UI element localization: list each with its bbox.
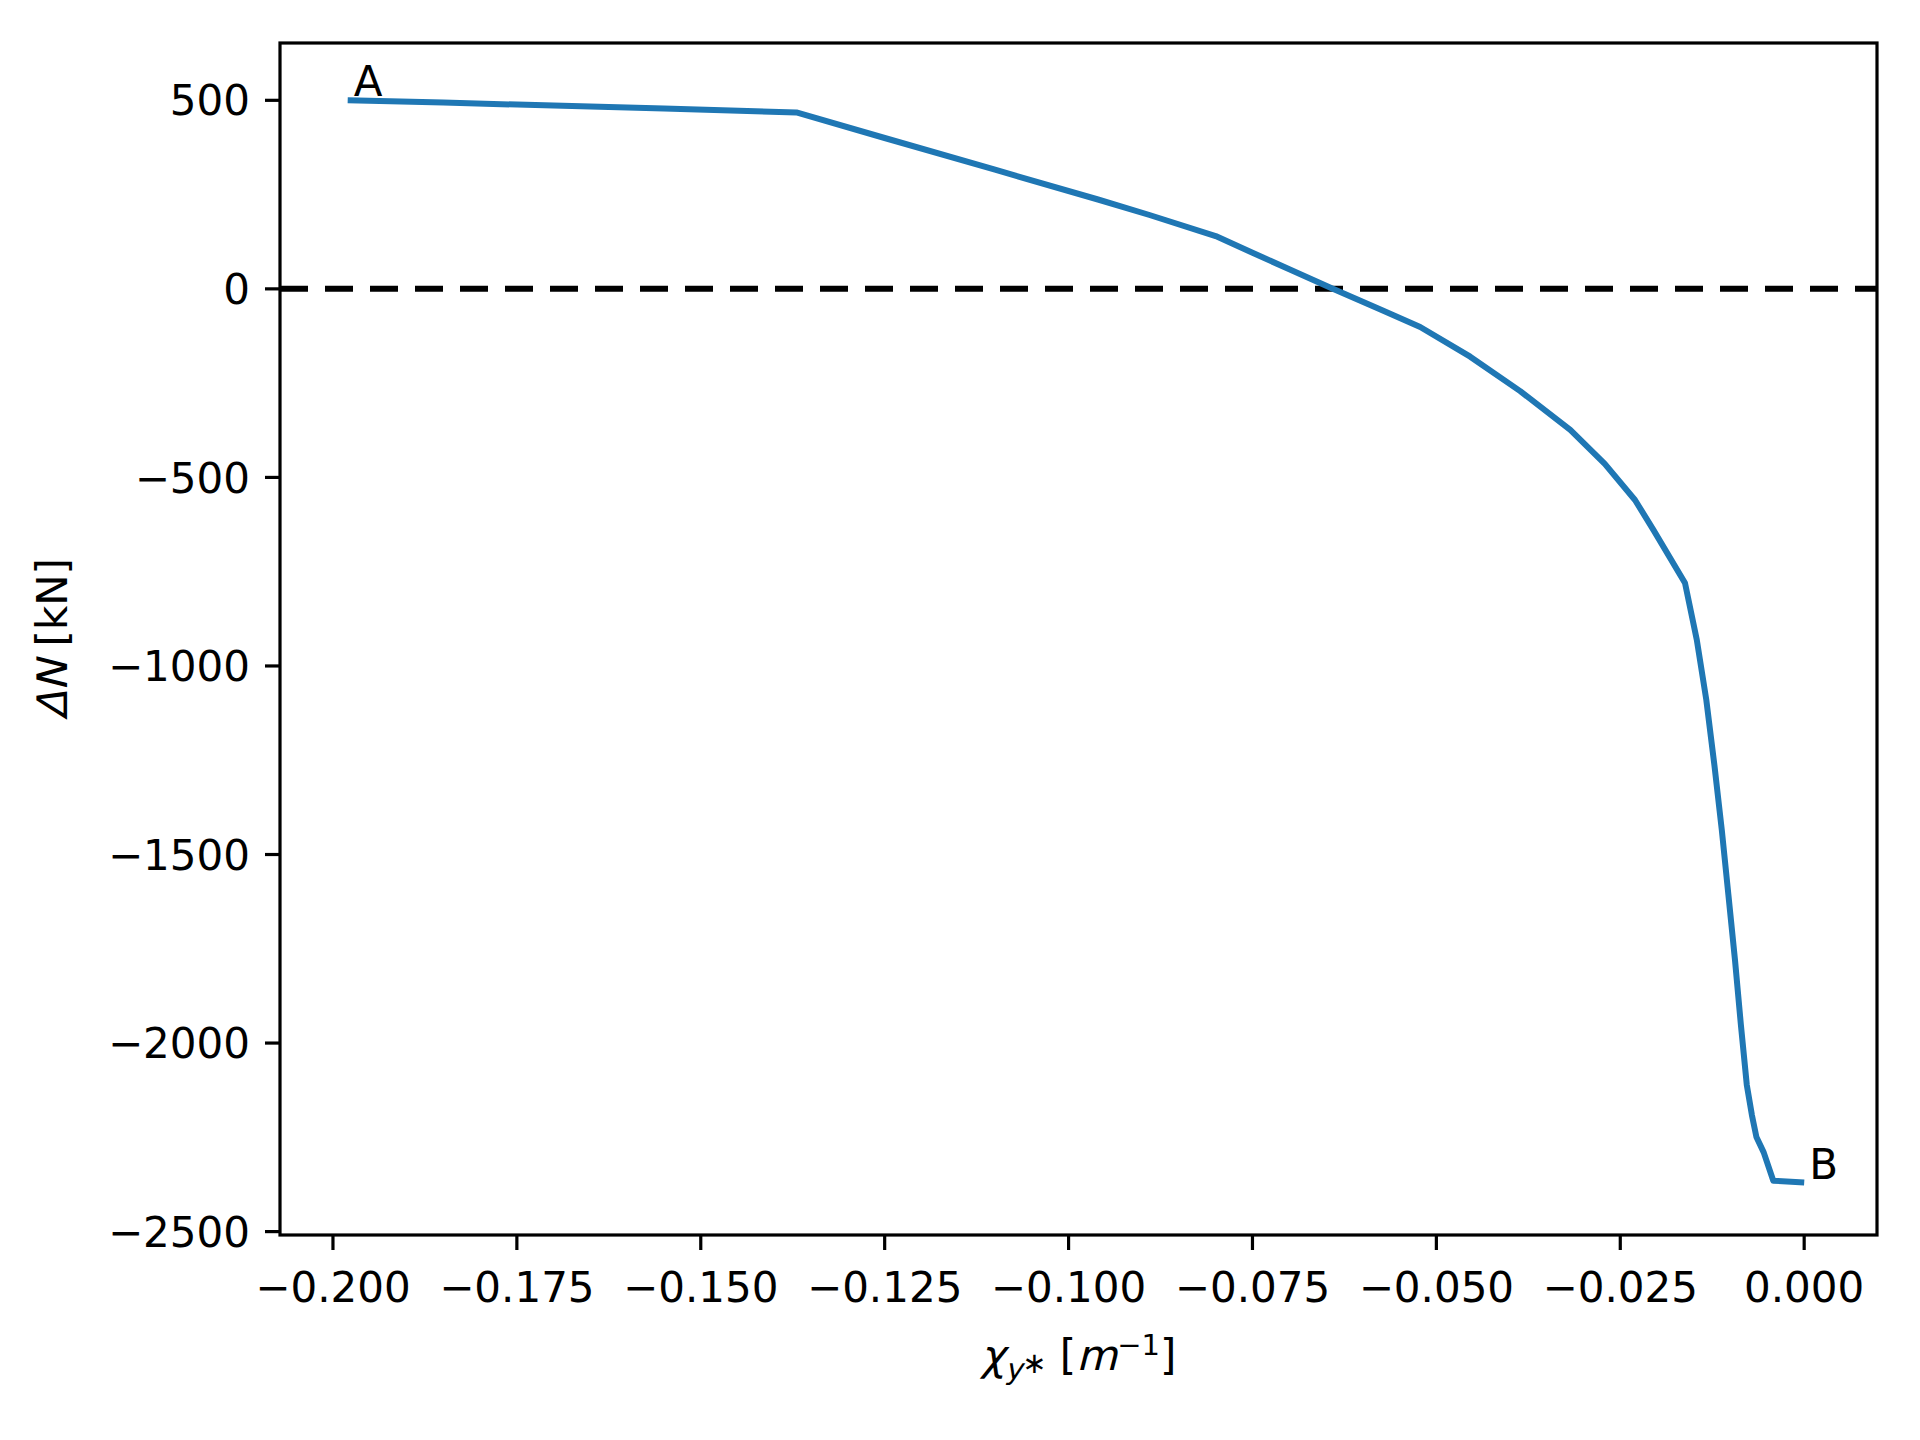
- y-tick-label: −1000: [108, 642, 250, 691]
- y-tick-label: −1500: [108, 831, 250, 880]
- figure-background: [0, 0, 1920, 1440]
- x-tick-label: −0.200: [255, 1263, 410, 1312]
- x-tick-label: −0.025: [1543, 1263, 1698, 1312]
- x-tick-label: −0.175: [439, 1263, 594, 1312]
- y-tick-label: −2500: [108, 1208, 250, 1257]
- point-label-b: B: [1809, 1140, 1838, 1189]
- y-tick-label: −2000: [108, 1019, 250, 1068]
- y-tick-label: 0: [223, 265, 250, 314]
- x-tick-label: −0.150: [623, 1263, 778, 1312]
- x-tick-label: 0.000: [1744, 1263, 1864, 1312]
- figure-canvas: −0.200 −0.175 −0.150 −0.125 −0.100 −0.075 −0.0…: [0, 0, 1920, 1440]
- y-tick-label: −500: [135, 454, 250, 503]
- x-tick-label: −0.125: [807, 1263, 962, 1312]
- line-chart: −0.200 −0.175 −0.150 −0.125 −0.100 −0.075 −0.0…: [0, 0, 1920, 1440]
- x-tick-label: −0.100: [991, 1263, 1146, 1312]
- x-tick-label: −0.075: [1175, 1263, 1330, 1312]
- y-axis-label: ΔN [kN]: [28, 558, 77, 720]
- y-tick-label: 500: [170, 76, 250, 125]
- point-label-a: A: [354, 57, 383, 106]
- x-tick-label: −0.050: [1359, 1263, 1514, 1312]
